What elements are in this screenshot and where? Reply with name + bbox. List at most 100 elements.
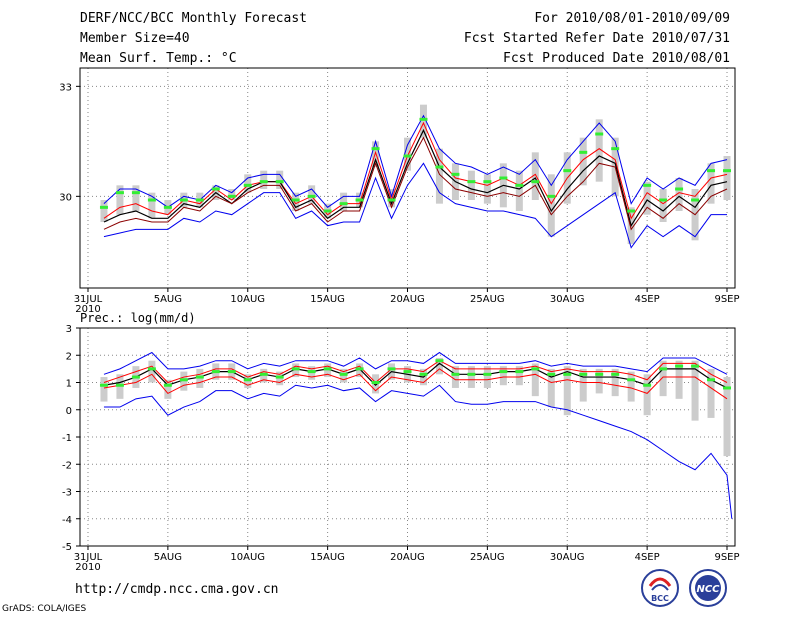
spread-box (531, 363, 539, 397)
series-mean-line (103, 362, 728, 389)
spread-box (723, 377, 731, 457)
x-tick-label: 20AUG (390, 552, 425, 563)
series-ens_upper-line (103, 360, 728, 384)
y-tick-label: 33 (59, 82, 72, 93)
spread-box (723, 156, 731, 200)
x-tick-label: 15AUG (310, 552, 345, 563)
x-tick-label: 15AUG (310, 294, 345, 305)
x-tick-label: 31JUL (74, 552, 103, 563)
spread-box (100, 377, 108, 402)
spread-box (116, 185, 124, 215)
series-mean-line (103, 128, 728, 228)
x-tick-label: 4SEP (635, 294, 660, 305)
spread-box (132, 185, 140, 211)
y-tick-label: -3 (62, 488, 72, 499)
x-tick-label: 10AUG (230, 552, 265, 563)
spread-box (579, 368, 587, 402)
series-min-line (103, 162, 728, 249)
spread-box (100, 200, 108, 222)
spread-box (643, 374, 651, 416)
spread-box (707, 368, 715, 418)
spread-box (148, 360, 156, 383)
spread-box (595, 119, 603, 182)
x-tick-label: 20AUG (390, 294, 425, 305)
spread-box (515, 366, 523, 386)
spread-box (547, 174, 555, 237)
x-tick-label: 10AUG (230, 294, 265, 305)
x-year-label: 2010 (75, 304, 100, 315)
grads-credit: GrADS: COLA/IGES (2, 604, 87, 614)
x-tick-label: 31JUL (74, 294, 103, 305)
spread-box (611, 368, 619, 397)
panel-temperature: 31JUL 5AUG 10AUG 15AUG 20AUG 25AUG 30AUG 4SEP 9S… (59, 67, 740, 315)
spread-box (659, 189, 667, 222)
spread-box (595, 368, 603, 394)
spread-box (499, 366, 507, 386)
y-tick-label: 30 (59, 192, 72, 203)
x-tick-label: 25AUG (470, 552, 505, 563)
ncc-logo: NCC (689, 569, 727, 607)
x-year-label: 2010 (75, 562, 100, 573)
spread-box (483, 366, 491, 388)
x-tick-label: 25AUG (470, 294, 505, 305)
svg-text:NCC: NCC (696, 584, 720, 595)
svg-text:BCC: BCC (651, 594, 669, 603)
forecast-period: For 2010/08/01-2010/09/09 (534, 11, 730, 26)
y-tick-label: -2 (62, 460, 72, 471)
spread-box (148, 192, 156, 219)
fcst-started-date: Fcst Started Refer Date 2010/07/31 (463, 31, 730, 46)
spread-box (467, 366, 475, 388)
x-tick-label: 5AUG (154, 294, 182, 305)
spread-box (467, 170, 475, 200)
spread-box (340, 192, 348, 211)
y-tick-label: 1 (66, 379, 72, 390)
spread-box (563, 366, 571, 416)
spread-box (675, 178, 683, 211)
member-size: Member Size=40 (80, 31, 190, 46)
spread-box (435, 357, 443, 375)
header-left: DERF/NCC/BCC Monthly Forecast Member Siz… (80, 10, 307, 70)
spread-box (643, 181, 651, 215)
x-tick-label: 30AUG (550, 294, 585, 305)
chart-title: DERF/NCC/BCC Monthly Forecast (80, 11, 307, 26)
x-tick-label: 9SEP (714, 294, 739, 305)
panel-title: Prec.: log(mm/d) (80, 311, 196, 325)
y-tick-label: 2 (66, 351, 72, 362)
fcst-produced-date: Fcst Produced Date 2010/08/01 (503, 51, 730, 66)
spread-box (276, 170, 284, 189)
spread-box (404, 137, 411, 171)
spread-box (659, 360, 667, 397)
spread-box (675, 360, 683, 399)
spread-box (419, 104, 427, 138)
y-tick-label: 0 (66, 406, 72, 417)
series-max-line (103, 351, 728, 375)
y-tick-label: -5 (62, 542, 72, 553)
x-tick-label: 9SEP (714, 552, 739, 563)
variable-label: Mean Surf. Temp.: °C (80, 51, 237, 66)
spread-box (228, 189, 236, 200)
x-tick-label: 4SEP (635, 552, 660, 563)
spread-box (372, 141, 380, 167)
spread-box (451, 366, 459, 388)
panel-precipitation: 31JUL 5AUG 10AUG 15AUG 20AUG 25AUG 30AUG 4SEP 9S… (62, 311, 740, 573)
spread-box (531, 152, 539, 200)
spread-box (707, 163, 715, 204)
source-url[interactable]: http://cmdp.ncc.cma.gov.cn (75, 582, 279, 597)
spread-box (547, 368, 555, 408)
spread-box (435, 148, 443, 204)
header-right: For 2010/08/01-2010/09/09 Fcst Started R… (464, 10, 730, 70)
spread-box (388, 189, 396, 208)
x-tick-label: 5AUG (154, 552, 182, 563)
spread-box (579, 137, 587, 186)
spread-box (292, 192, 300, 211)
spread-box (308, 185, 316, 204)
series-ens_upper-line (103, 121, 728, 220)
spread-box (691, 360, 699, 421)
series-ens_lower-line (103, 136, 728, 231)
spread-box (244, 174, 252, 193)
spread-box (260, 170, 268, 189)
y-tick-label: -4 (62, 515, 72, 526)
spread-box (164, 379, 172, 399)
y-tick-label: 3 (66, 324, 72, 335)
